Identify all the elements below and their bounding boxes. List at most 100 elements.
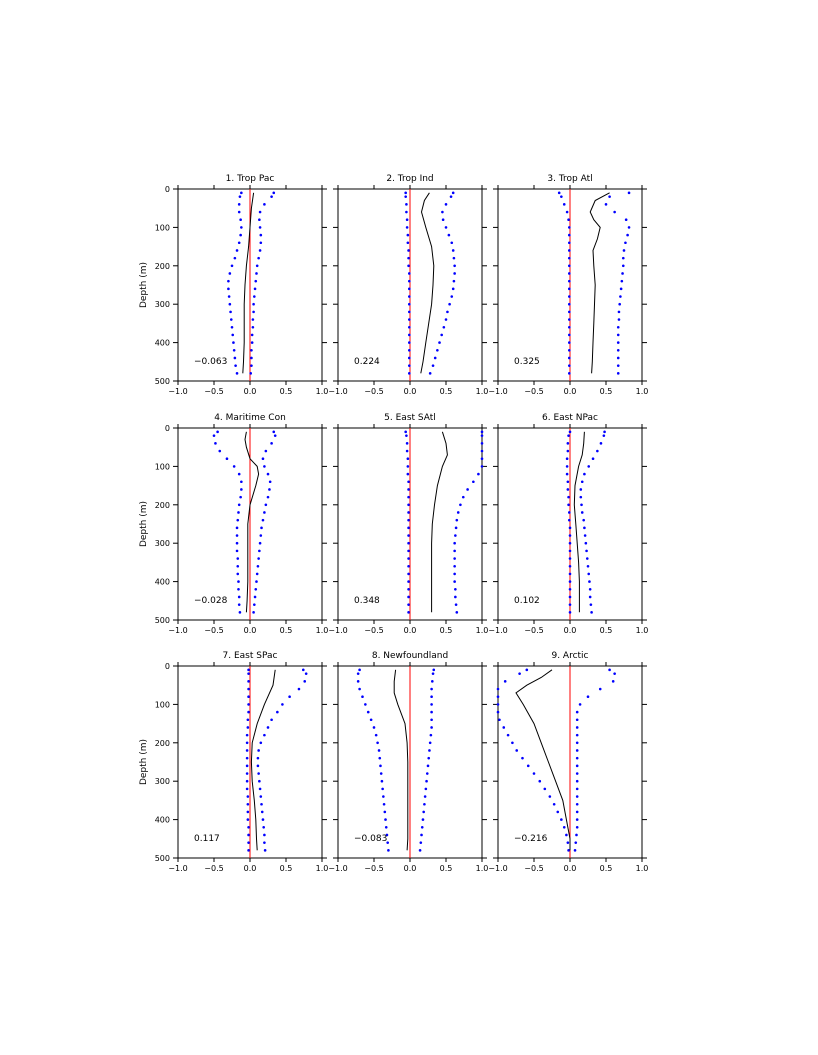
upper-bound-point	[616, 348, 620, 352]
upper-bound-point	[261, 818, 265, 821]
upper-bound-point	[589, 603, 593, 606]
upper-bound-point	[579, 488, 583, 491]
lower-bound-point	[543, 787, 547, 791]
lower-bound-point	[405, 218, 409, 222]
upper-bound-point	[453, 264, 456, 268]
x-tick-label: 1.0	[636, 626, 649, 635]
lower-bound-point	[567, 279, 571, 283]
upper-bound-point	[261, 518, 265, 522]
lower-bound-point	[227, 279, 230, 283]
upper-bound-point	[575, 741, 579, 745]
panel-annotation: 0.117	[194, 834, 220, 844]
panel-5: 5. East SAtl −1.0 −0.5 0.0 0.5 1.0 0.348	[328, 413, 488, 635]
lower-bound-point	[237, 511, 240, 514]
panel-1: 1. Trop Pac −1.0 −0.5 0.0 0.5 1.0 0 100 200 300 40…	[139, 174, 328, 396]
upper-bound-point	[575, 764, 579, 768]
lower-bound-point	[405, 210, 408, 214]
upper-bound-point	[427, 756, 431, 760]
upper-bound-series	[579, 430, 606, 614]
lower-bound-point	[236, 557, 240, 560]
upper-bound-point	[598, 687, 602, 691]
upper-bound-point	[575, 825, 579, 829]
lower-bound-point	[407, 495, 410, 499]
lower-bound-point	[568, 557, 572, 560]
upper-bound-point	[611, 680, 615, 683]
upper-bound-point	[450, 295, 454, 298]
lower-bound-point	[238, 611, 242, 614]
lower-bound-point	[245, 749, 249, 752]
lower-bound-point	[237, 595, 241, 599]
upper-bound-point	[442, 325, 446, 329]
lower-bound-point	[236, 564, 240, 568]
lower-bound-point	[233, 356, 237, 360]
upper-bound-point	[578, 703, 582, 706]
upper-bound-point	[432, 668, 436, 672]
upper-bound-point	[259, 233, 263, 237]
upper-bound-point	[255, 264, 259, 268]
upper-bound-point	[616, 372, 620, 375]
y-tick-label: 300	[155, 777, 170, 786]
panel-4: 4. Maritime Con −1.0 −0.5 0.0 0.5 1.0 0 100 200 3…	[139, 413, 328, 635]
upper-bound-point	[575, 833, 578, 837]
lower-bound-point	[567, 233, 571, 237]
lower-bound-point	[557, 191, 561, 195]
lower-bound-point	[361, 695, 364, 699]
upper-bound-point	[253, 595, 257, 599]
upper-bound-point	[420, 825, 424, 829]
lower-bound-point	[228, 272, 232, 275]
lower-bound-point	[377, 749, 381, 752]
lower-bound-point	[568, 541, 572, 545]
x-tick-label: −1.0	[328, 626, 347, 635]
upper-bound-point	[575, 733, 579, 737]
lower-bound-point	[407, 480, 410, 484]
upper-bound-point	[583, 534, 587, 537]
lower-bound-point	[246, 810, 250, 814]
upper-bound-series	[418, 668, 436, 852]
lower-bound-point	[245, 772, 249, 775]
upper-bound-point	[591, 457, 595, 461]
upper-bound-point	[431, 364, 435, 367]
lower-bound-point	[568, 534, 572, 537]
mean-profile-line	[573, 431, 585, 613]
upper-bound-point	[251, 325, 255, 329]
upper-bound-point	[454, 534, 457, 537]
lower-bound-point	[227, 295, 231, 298]
x-tick-label: −0.5	[204, 387, 223, 396]
x-tick-label: 0.0	[564, 387, 577, 396]
lower-bound-point	[407, 549, 410, 553]
lower-bound-point	[218, 449, 222, 453]
lower-bound-point	[384, 818, 387, 821]
upper-bound-point	[430, 695, 433, 699]
lower-bound-point	[565, 472, 569, 476]
lower-bound-point	[364, 703, 367, 706]
upper-bound-point	[266, 472, 270, 476]
upper-bound-point	[270, 718, 273, 722]
x-tick-label: 0.5	[280, 387, 293, 396]
mean-profile-line	[431, 431, 448, 613]
upper-bound-point	[616, 356, 620, 360]
upper-bound-point	[575, 818, 579, 821]
x-tick-label: −0.5	[524, 864, 543, 873]
lower-bound-point	[567, 256, 571, 260]
lower-bound-point	[369, 718, 373, 722]
lower-bound-point	[407, 564, 410, 568]
lower-bound-point	[405, 442, 409, 445]
lower-bound-point	[247, 672, 250, 675]
lower-bound-point	[404, 195, 407, 198]
upper-bound-point	[252, 310, 255, 314]
lower-bound-point	[407, 264, 410, 268]
lower-bound-point	[560, 195, 563, 198]
lower-bound-point	[380, 779, 384, 783]
x-tick-label: −1.0	[168, 864, 187, 873]
lower-bound-series	[404, 430, 410, 614]
lower-bound-point	[237, 241, 241, 245]
x-tick-label: 0.5	[600, 864, 613, 873]
upper-bound-point	[586, 695, 590, 699]
upper-bound-point	[621, 256, 625, 260]
upper-bound-point	[304, 672, 308, 675]
lower-bound-point	[405, 226, 409, 229]
x-tick-label: −0.5	[204, 864, 223, 873]
upper-bound-point	[255, 572, 259, 576]
lower-bound-point	[247, 710, 250, 714]
